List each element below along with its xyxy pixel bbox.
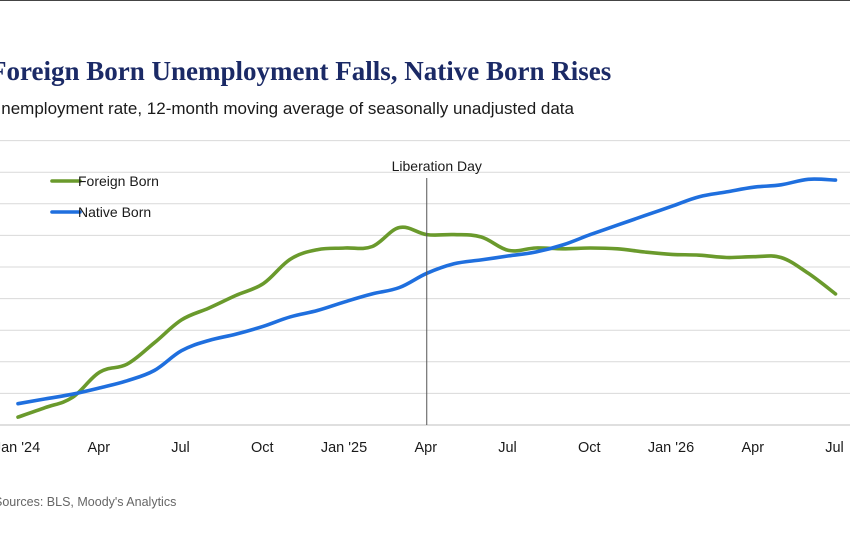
x-tick-label: Jan '24	[0, 440, 40, 456]
source-note: Sources: BLS, Moody's Analytics	[0, 495, 177, 509]
x-tick-label: Jul	[498, 440, 517, 456]
x-tick-label: Jan '26	[648, 440, 694, 456]
legend-label: Native Born	[78, 204, 151, 220]
gridlines	[0, 140, 850, 426]
top-rule	[0, 0, 850, 1]
x-tick-label: Oct	[251, 440, 274, 456]
x-tick-label: Apr	[87, 440, 110, 456]
legend: Foreign Born Native Born	[50, 173, 159, 220]
x-tick-label: Jan '25	[321, 440, 367, 456]
x-tick-label: Jul	[825, 440, 844, 456]
x-tick-label: Jul	[171, 440, 190, 456]
annotation: Liberation Day	[392, 158, 482, 425]
x-tick-label: Apr	[741, 440, 764, 456]
x-tick-label: Oct	[578, 440, 601, 456]
annotation-label: Liberation Day	[392, 158, 482, 174]
chart-title: Foreign Born Unemployment Falls, Native …	[0, 56, 612, 86]
x-tick-label: Apr	[414, 440, 437, 456]
chart-subtitle: Unemployment rate, 12-month moving avera…	[0, 99, 574, 118]
legend-label: Foreign Born	[78, 173, 159, 189]
x-axis-ticks: Jan '24 Apr Jul Oct Jan '25 Apr Jul Oct Jan '26 A…	[0, 440, 844, 456]
